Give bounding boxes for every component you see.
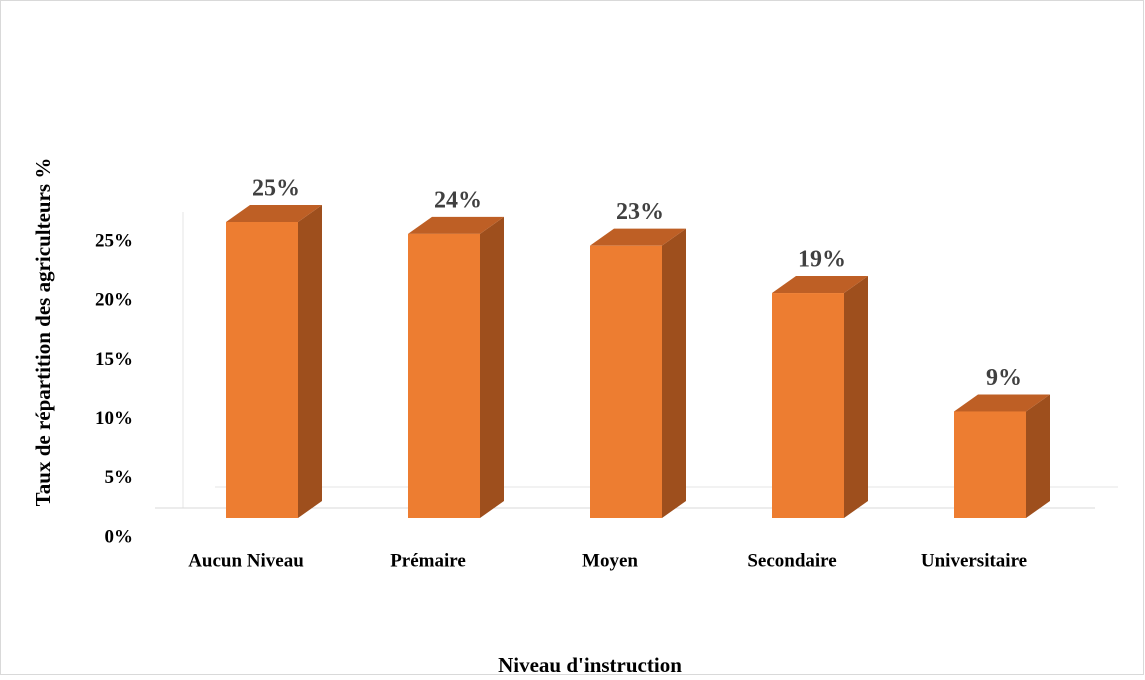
y-tick-label: 5% xyxy=(105,467,134,488)
x-tick-label: Universitaire xyxy=(921,550,1027,571)
bar-side xyxy=(298,205,322,518)
y-tick-label: 0% xyxy=(105,526,134,547)
bar-top xyxy=(408,216,504,234)
bar xyxy=(954,411,1026,518)
bar-side xyxy=(1026,394,1050,518)
bar-top xyxy=(226,205,322,222)
y-tick-label: 15% xyxy=(95,349,133,370)
bar xyxy=(590,245,662,518)
y-tick-label: 25% xyxy=(95,230,133,251)
bar-side xyxy=(480,216,504,518)
x-tick-label: Prémaire xyxy=(390,550,466,571)
x-tick-label: Aucun Niveau xyxy=(188,550,304,571)
bar-top xyxy=(772,276,868,294)
bar-top xyxy=(590,228,686,246)
data-label: 9% xyxy=(986,365,1022,391)
x-tick-label: Secondaire xyxy=(747,550,836,571)
bar xyxy=(408,233,480,518)
bar-side xyxy=(662,228,686,518)
y-axis-title: Taux de répartition des agriculteurs % xyxy=(31,158,55,507)
data-label: 25% xyxy=(252,176,300,202)
x-axis-title: Niveau d'instruction xyxy=(498,653,682,675)
data-label: 24% xyxy=(434,187,482,213)
bar-top xyxy=(954,394,1050,412)
data-label: 23% xyxy=(616,199,664,225)
y-tick-label: 10% xyxy=(95,408,133,429)
bar xyxy=(772,293,844,518)
bar-side xyxy=(844,276,868,518)
y-tick-label: 20% xyxy=(95,290,133,311)
data-label: 19% xyxy=(798,247,846,273)
x-tick-label: Moyen xyxy=(582,550,638,571)
bar xyxy=(226,222,298,518)
